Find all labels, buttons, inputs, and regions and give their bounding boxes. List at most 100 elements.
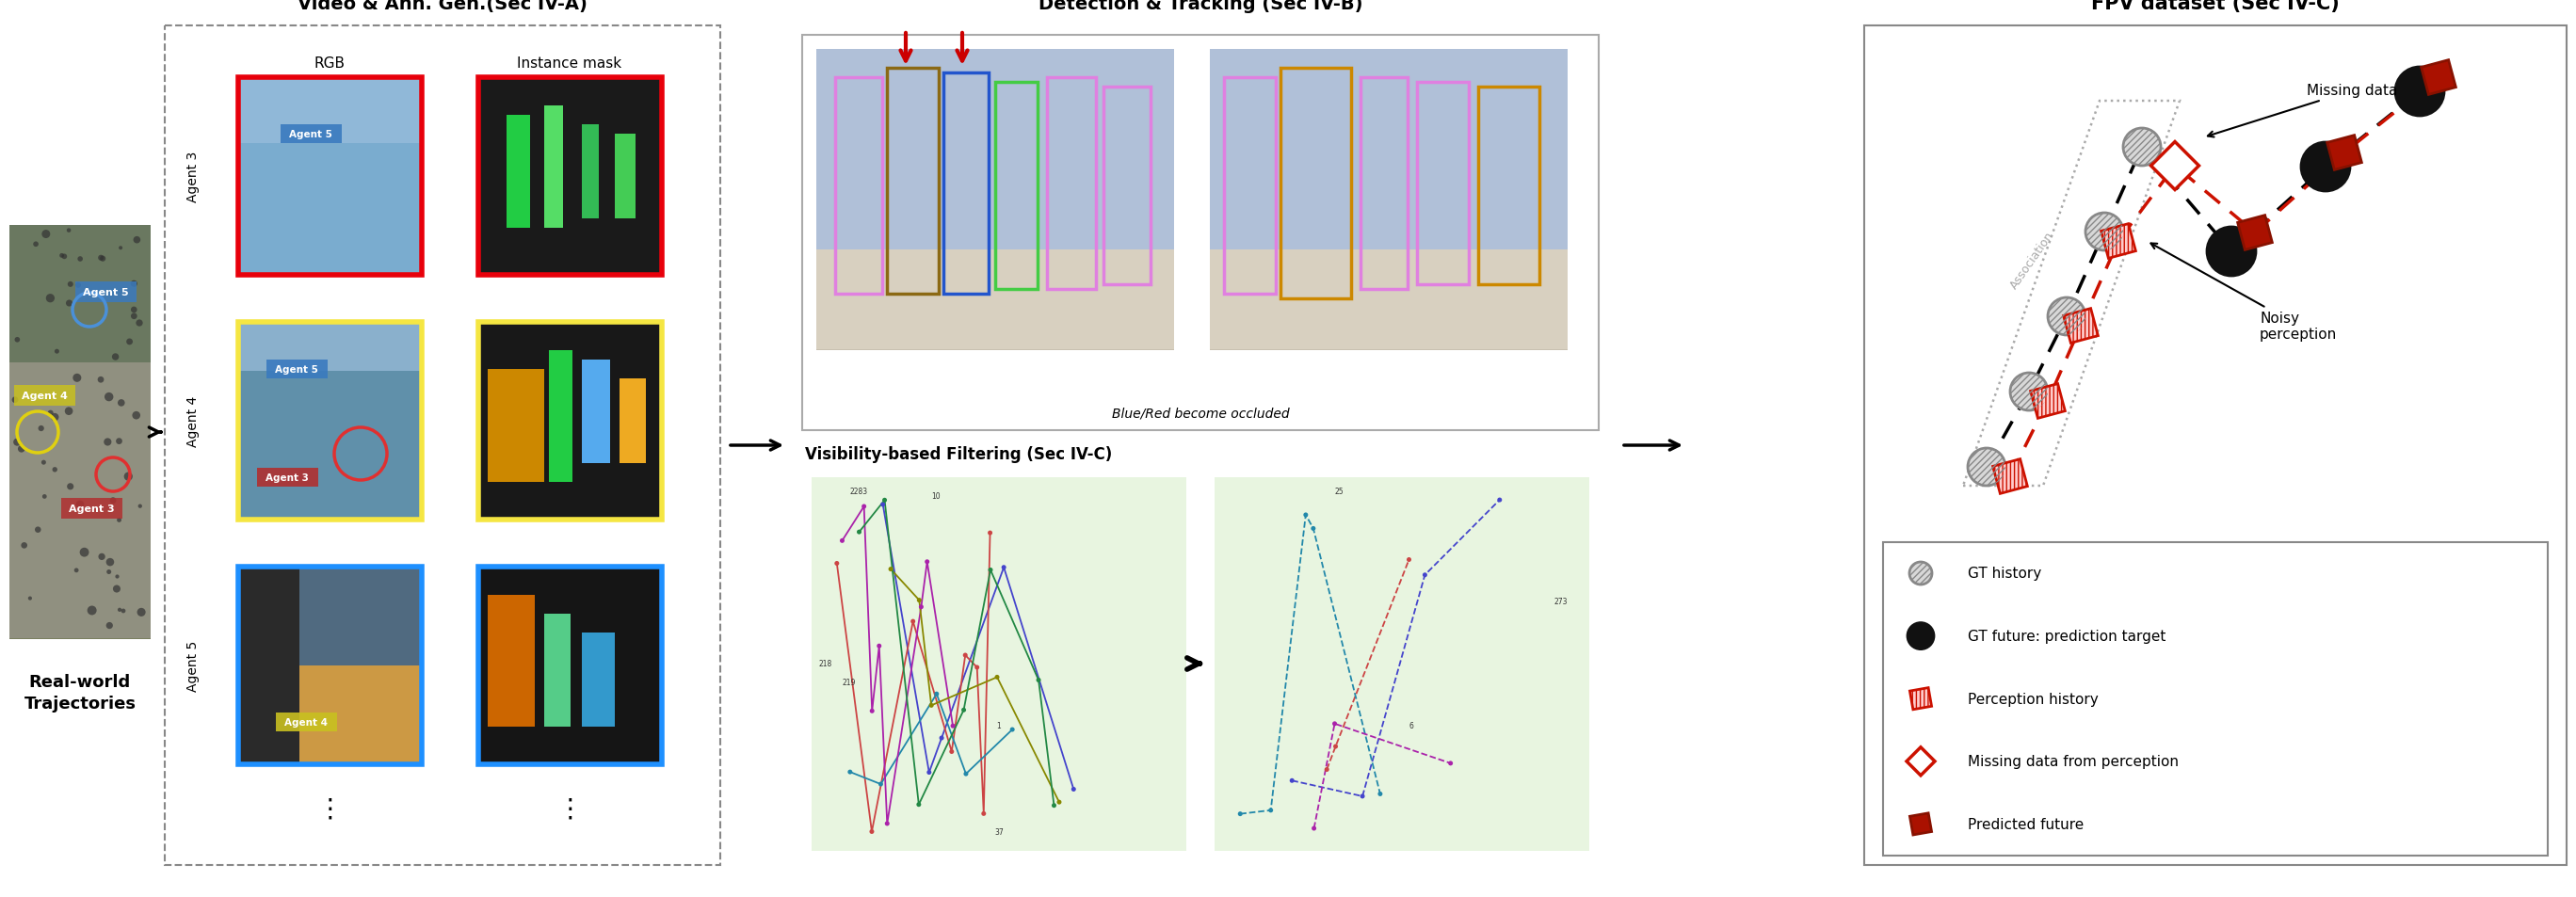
Circle shape [39,426,44,431]
Polygon shape [1909,688,1932,710]
Circle shape [951,724,956,728]
Bar [1360,78,1406,290]
Circle shape [116,518,121,523]
Polygon shape [1994,459,2027,494]
Text: Detection & Tracking (Sec IV-B): Detection & Tracking (Sec IV-B) [1038,0,1363,13]
Circle shape [1422,573,1427,578]
Text: Missing data: Missing data [2208,84,2398,138]
Circle shape [920,605,925,609]
Text: 273: 273 [1553,597,1569,606]
Circle shape [118,400,124,407]
Circle shape [98,377,103,383]
Bar [165,26,721,865]
Polygon shape [2151,143,2200,190]
Bar [943,74,989,294]
Circle shape [2300,143,2349,192]
Bar [299,666,422,764]
Circle shape [75,501,85,509]
Circle shape [126,339,134,345]
Circle shape [131,313,137,320]
Bar [582,125,598,219]
Bar [1883,543,2548,856]
Circle shape [835,562,840,566]
Circle shape [884,822,889,826]
Bar [237,567,422,764]
Bar [487,596,536,727]
Bar [487,370,544,483]
Circle shape [994,675,999,680]
Circle shape [1909,562,1932,585]
Bar [886,69,938,294]
Circle shape [64,407,72,415]
Text: 1: 1 [997,722,1002,730]
Bar [544,614,569,727]
Circle shape [1332,721,1337,727]
Circle shape [1334,745,1337,749]
Bar [507,116,531,229]
Text: RGB: RGB [314,57,345,71]
Bar [1213,477,1589,851]
Circle shape [118,608,121,612]
Circle shape [878,782,884,787]
Circle shape [54,350,59,354]
Circle shape [963,771,969,776]
Circle shape [106,393,113,402]
Bar [1103,87,1151,285]
Bar [10,226,149,363]
Circle shape [103,439,111,446]
Bar [479,78,662,275]
Circle shape [67,282,72,288]
Circle shape [987,531,992,536]
Text: GT history: GT history [1968,567,2040,580]
Bar [237,323,422,520]
Circle shape [1378,792,1383,797]
Circle shape [1360,794,1365,798]
Text: Missing data from perception: Missing data from perception [1968,754,2179,769]
Bar [10,226,149,640]
Polygon shape [1909,814,1932,835]
Text: Predicted future: Predicted future [1968,817,2084,832]
Text: Instance mask: Instance mask [518,57,621,71]
Circle shape [134,237,142,244]
Text: FPV dataset (Sec IV-C): FPV dataset (Sec IV-C) [2092,0,2339,13]
Circle shape [41,231,49,239]
Bar [13,386,75,406]
Circle shape [940,736,943,740]
Text: Noisy
perception: Noisy perception [2151,244,2336,342]
Circle shape [1072,787,1077,792]
Text: Visibility-based Filtering (Sec IV-C): Visibility-based Filtering (Sec IV-C) [804,446,1113,463]
Circle shape [858,530,860,535]
Circle shape [118,247,124,250]
Bar [237,78,422,144]
Circle shape [46,411,54,416]
Text: 219: 219 [842,678,855,687]
Circle shape [67,483,75,490]
Bar [1211,50,1569,351]
Circle shape [13,439,21,447]
Text: ⋮: ⋮ [556,796,582,822]
Bar [1211,250,1569,350]
Polygon shape [2030,384,2066,419]
Circle shape [989,568,992,572]
Text: 218: 218 [819,659,832,668]
Text: Perception history: Perception history [1968,692,2099,706]
Text: Agent 4: Agent 4 [283,718,327,727]
Circle shape [98,553,106,561]
Circle shape [113,586,121,593]
Bar [62,499,124,519]
Circle shape [1002,565,1007,570]
Circle shape [46,294,54,303]
Circle shape [88,606,98,615]
Bar [479,567,662,764]
Circle shape [871,709,873,713]
Bar [237,78,422,275]
Circle shape [121,609,126,614]
Bar [811,477,1188,851]
Bar [618,379,647,464]
Circle shape [111,498,116,504]
Circle shape [1968,448,2007,486]
Circle shape [925,560,930,564]
Circle shape [981,811,987,816]
Circle shape [77,257,82,262]
Circle shape [41,494,46,499]
